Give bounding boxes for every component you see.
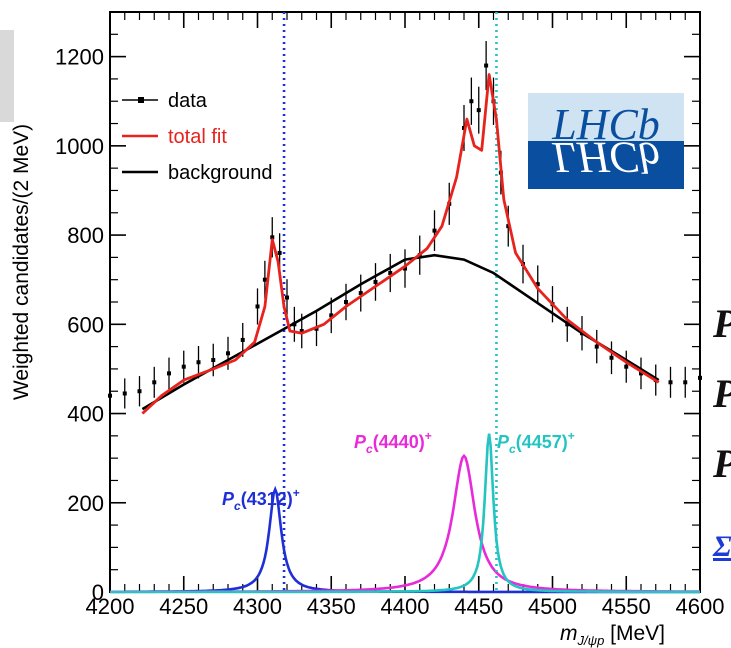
x-tick-label: 4350 <box>307 594 356 619</box>
signal-curve-2 <box>110 433 700 594</box>
data-point <box>122 391 127 396</box>
data-point <box>594 344 599 349</box>
y-tick-label: 0 <box>92 580 104 605</box>
data-point <box>262 277 267 282</box>
data-point <box>639 371 643 376</box>
total-fit-curve <box>141 73 660 415</box>
peak-label-main: P <box>497 432 510 452</box>
data-point <box>240 337 245 342</box>
peak-label-sup: + <box>293 486 300 500</box>
peak-label-2: Pc(4457)+ <box>497 429 575 456</box>
peak-label-0: Pc(4312)+ <box>222 486 300 513</box>
logo-top <box>528 93 684 141</box>
data-point <box>432 228 437 233</box>
data-point <box>137 389 142 394</box>
y-axis-label: Weighted candidates/(2 MeV) <box>10 124 33 400</box>
side-letter-0: P <box>713 300 731 347</box>
y-tick-label: 600 <box>67 312 104 337</box>
label-layer: 4200 4250 4300 4350 4400 4450 4500 4550 4600 0 200… <box>10 45 724 648</box>
x-tick-label: 4400 <box>381 594 430 619</box>
signal-curve-1 <box>110 453 700 594</box>
x-tick-label: 4450 <box>454 594 503 619</box>
x-tick-label: 4250 <box>159 594 208 619</box>
y-tick-label: 400 <box>67 402 104 427</box>
data-point <box>535 282 540 287</box>
logo-text-reflection: LHCb <box>551 133 660 182</box>
peak-label-sub: c <box>234 499 241 513</box>
x-axis-label-sub: J/ψp <box>577 633 605 648</box>
side-letter-1: P <box>713 370 731 417</box>
logo-text: LHCb <box>551 100 660 149</box>
peak-label-1: Pc(4440)+ <box>354 429 432 456</box>
side-letter-2: P <box>713 440 731 487</box>
legend-label-1: total fit <box>168 126 227 148</box>
data-point <box>469 99 474 104</box>
data-point <box>388 271 393 275</box>
data-point <box>211 358 216 362</box>
data-point <box>506 224 511 229</box>
data-point <box>108 393 112 398</box>
y-tick-label: 200 <box>67 491 104 516</box>
data-point <box>668 380 673 385</box>
data-point <box>358 291 363 296</box>
data-point <box>698 375 702 380</box>
side-sigma: Σ <box>713 530 731 563</box>
data-layer <box>108 12 702 594</box>
x-tick-label: 4600 <box>676 594 725 619</box>
data-point <box>167 371 171 376</box>
peak-label-sup: + <box>425 429 432 443</box>
data-point <box>277 250 282 255</box>
data-point <box>181 364 186 369</box>
peak-label-mass: (4457) <box>516 432 568 452</box>
y-tick-label: 1000 <box>55 134 104 159</box>
data-point <box>373 279 378 284</box>
slide-corner-tab <box>0 30 14 122</box>
data-point <box>476 108 481 113</box>
data-point <box>484 63 489 68</box>
peak-label-main: P <box>222 489 235 509</box>
data-point <box>683 380 688 385</box>
data-point <box>285 295 289 300</box>
y-tick-label: 800 <box>67 223 104 248</box>
data-point <box>403 266 407 271</box>
data-point <box>344 300 348 304</box>
peak-label-mass: (4312) <box>241 489 293 509</box>
x-tick-label: 4550 <box>602 594 651 619</box>
legend-label-0: data <box>168 90 208 112</box>
x-axis-label: mJ/ψp [MeV] <box>560 622 665 648</box>
data-point <box>609 355 614 360</box>
data-point <box>329 313 334 318</box>
data-point <box>152 380 157 385</box>
data-point <box>299 329 304 333</box>
peak-label-sub: c <box>366 442 373 456</box>
data-point <box>226 351 230 356</box>
legend-marker-point <box>138 97 144 103</box>
x-axis-label-main: m <box>560 622 578 645</box>
x-tick-label: 4300 <box>233 594 282 619</box>
data-point <box>270 235 275 240</box>
peak-label-sup: + <box>568 429 575 443</box>
peak-label-main: P <box>354 432 367 452</box>
peak-label-mass: (4440) <box>373 432 425 452</box>
legend-label-2: background <box>168 162 273 184</box>
data-point <box>255 304 260 309</box>
data-point <box>196 360 201 365</box>
x-tick-label: 4500 <box>528 594 577 619</box>
logo-bottom <box>528 141 684 189</box>
peak-label-sub: c <box>509 442 516 456</box>
x-tick-label: 4200 <box>86 594 135 619</box>
data-point <box>624 364 629 369</box>
x-axis-label-unit: [MeV] <box>604 622 665 645</box>
y-tick-label: 1200 <box>55 45 104 70</box>
